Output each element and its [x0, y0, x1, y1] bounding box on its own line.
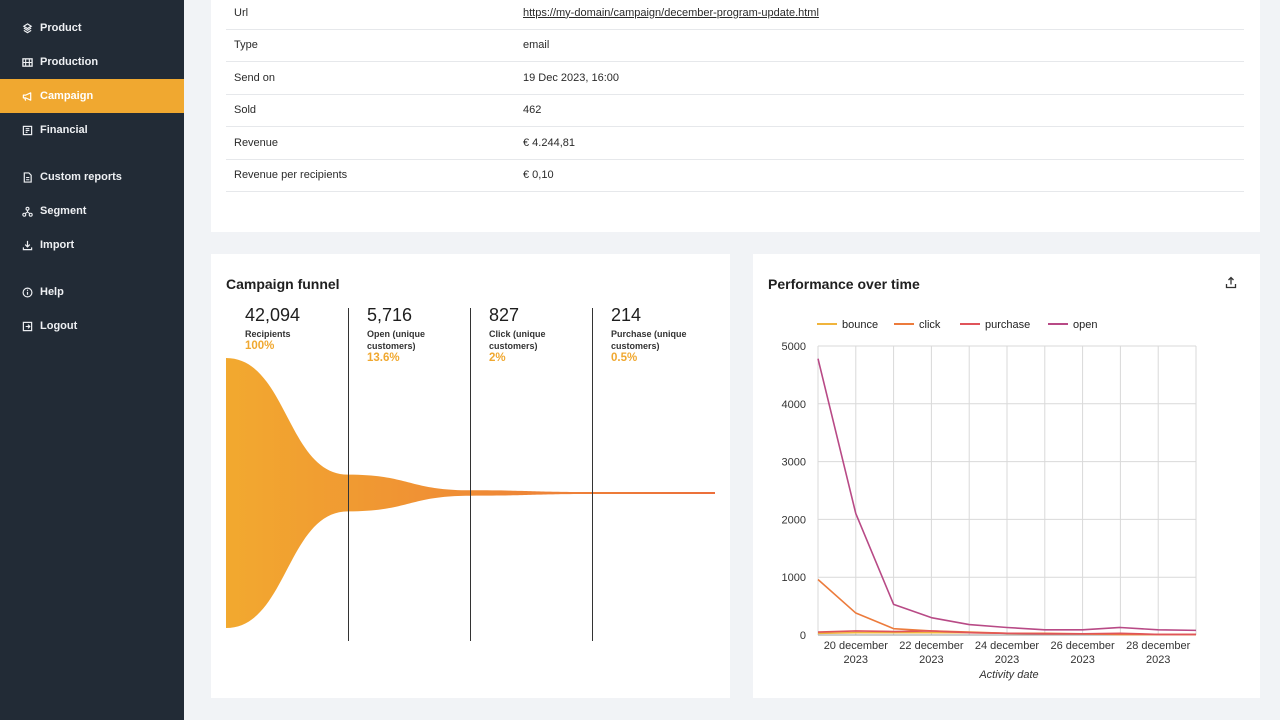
y-tick-label: 4000: [782, 399, 806, 411]
detail-label: Url: [234, 6, 249, 19]
x-tick-label: 2023: [1070, 654, 1094, 666]
production-icon: [22, 57, 33, 68]
logout-icon: [22, 321, 33, 332]
detail-row-type: Type email: [226, 30, 1244, 62]
detail-label: Revenue per recipients: [234, 169, 348, 182]
sidebar-item-label: Financial: [40, 124, 88, 136]
detail-label: Send on: [234, 71, 275, 84]
stage-divider: [348, 308, 349, 641]
sidebar-item-campaign[interactable]: Campaign: [0, 79, 184, 113]
stage-value: 827: [489, 305, 520, 325]
stage-value: 42,094: [245, 305, 301, 325]
stage-percent: 0.5%: [611, 352, 638, 364]
sidebar-item-financial[interactable]: Financial: [0, 113, 184, 147]
campaign-details-card: Url https://my-domain/campaign/december-…: [211, 0, 1260, 232]
legend-label-open: open: [1073, 319, 1097, 331]
funnel-stage-purchase: 214 Purchase (unique customers) 0.5%: [611, 304, 711, 365]
stage-percent: 2%: [489, 352, 506, 364]
stage-divider: [470, 308, 471, 641]
sidebar-item-label: Custom reports: [40, 171, 122, 183]
y-tick-label: 3000: [782, 457, 806, 469]
sidebar-item-production[interactable]: Production: [0, 45, 184, 79]
x-tick-label: 2023: [995, 654, 1019, 666]
stage-label: Click (unique customers): [489, 329, 546, 351]
sidebar: Product Production Campaign Financial Cu…: [0, 0, 184, 720]
sidebar-item-label: Import: [40, 239, 75, 251]
detail-label: Type: [234, 39, 258, 52]
stage-value: 5,716: [367, 305, 413, 325]
detail-label: Sold: [234, 104, 257, 117]
x-tick-label: 26 december: [1050, 640, 1115, 652]
legend-label-click: click: [919, 319, 941, 331]
performance-line-chart: 0 1000 2000 3000 4000 5000 20 december 2023 22 d…: [782, 319, 1197, 681]
financial-icon: [22, 125, 33, 136]
detail-row-send-on: Send on 19 Dec 2023, 16:00: [226, 62, 1244, 95]
stage-value: 214: [611, 305, 642, 325]
series-line-purchase: [817, 630, 1196, 636]
funnel-stage-recipients: 42,094 Recipients 100%: [245, 304, 355, 353]
share-icon[interactable]: [1224, 276, 1238, 290]
sidebar-item-import[interactable]: Import: [0, 228, 184, 262]
legend-label-bounce: bounce: [842, 319, 878, 331]
campaign-url-link[interactable]: https://my-domain/campaign/december-prog…: [523, 6, 819, 19]
series-line-open: [817, 358, 1197, 632]
stage-label: Recipients: [245, 329, 291, 339]
help-icon: [22, 287, 33, 298]
stage-percent: 100%: [245, 340, 275, 352]
detail-row-url: Url https://my-domain/campaign/december-…: [226, 0, 1244, 30]
x-tick-label: 2023: [1146, 654, 1170, 666]
stage-label: Open (unique customers): [367, 329, 425, 351]
sidebar-item-segment[interactable]: Segment: [0, 194, 184, 228]
stage-percent: 13.6%: [367, 352, 400, 364]
detail-value: 19 Dec 2023, 16:00: [523, 71, 620, 84]
performance-card: Performance over time 0 1000 2000 3000 4000 5…: [753, 254, 1260, 698]
megaphone-icon: [22, 91, 33, 102]
sidebar-item-logout[interactable]: Logout: [0, 309, 184, 343]
x-tick-label: 2023: [844, 654, 868, 666]
sidebar-item-label: Product: [40, 22, 82, 34]
import-icon: [22, 240, 33, 251]
stage-label: Purchase (unique customers): [611, 329, 687, 351]
sidebar-item-label: Logout: [40, 320, 78, 332]
x-tick-label: 2023: [919, 654, 943, 666]
stage-divider: [592, 308, 593, 641]
detail-value: € 0,10: [523, 169, 554, 182]
sidebar-item-label: Production: [40, 56, 99, 68]
sidebar-item-label: Segment: [40, 205, 87, 217]
sidebar-item-label: Help: [40, 286, 64, 298]
sidebar-item-label: Campaign: [40, 90, 94, 102]
legend-label-purchase: purchase: [985, 319, 1030, 331]
funnel-stage-click: 827 Click (unique customers) 2%: [489, 304, 589, 365]
campaign-funnel-card: Campaign funnel 42,094 Recipients 100% 5…: [211, 254, 730, 698]
x-axis-label: Activity date: [978, 669, 1038, 681]
x-tick-label: 28 december: [1126, 640, 1191, 652]
sidebar-item-custom-reports[interactable]: Custom reports: [0, 160, 184, 194]
funnel-title: Campaign funnel: [226, 276, 340, 292]
detail-row-revenue-per-recipients: Revenue per recipients € 0,10: [226, 160, 1244, 192]
y-tick-label: 0: [800, 630, 806, 642]
y-tick-label: 5000: [782, 341, 806, 353]
performance-title: Performance over time: [768, 276, 920, 292]
y-tick-label: 1000: [782, 572, 806, 584]
detail-row-revenue: Revenue € 4.244,81: [226, 127, 1244, 160]
segment-icon: [22, 206, 33, 217]
detail-value: email: [523, 39, 550, 52]
x-tick-label: 20 december: [824, 640, 889, 652]
x-tick-label: 22 december: [899, 640, 964, 652]
y-tick-label: 2000: [782, 514, 806, 526]
detail-row-sold: Sold 462: [226, 95, 1244, 127]
report-icon: [22, 171, 33, 183]
x-tick-label: 24 december: [975, 640, 1040, 652]
detail-value: € 4.244,81: [523, 136, 575, 149]
sidebar-item-product[interactable]: Product: [0, 11, 184, 45]
sidebar-item-help[interactable]: Help: [0, 275, 184, 309]
funnel-stage-open: 5,716 Open (unique customers) 13.6%: [367, 304, 467, 365]
detail-value: 462: [523, 104, 542, 117]
detail-label: Revenue: [234, 136, 279, 149]
product-icon: [22, 22, 33, 34]
